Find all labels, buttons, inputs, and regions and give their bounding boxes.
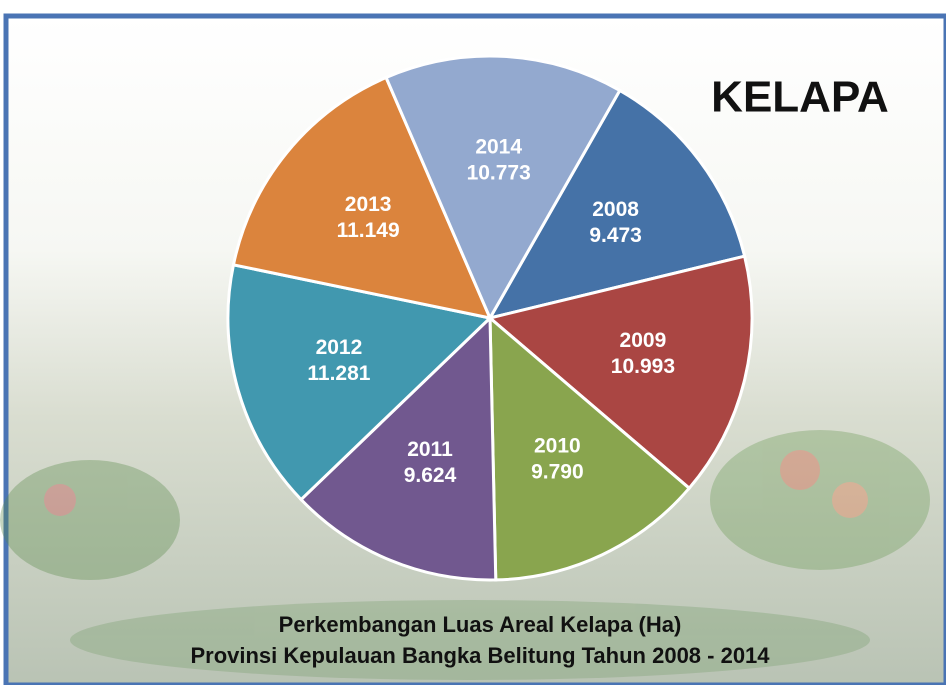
pie-slice: [488, 314, 692, 582]
slice-category-label: 2009: [620, 329, 667, 352]
pie-slice: [231, 75, 493, 321]
slice-value-label: 10.773: [467, 162, 531, 185]
caption-line: Provinsi Kepulauan Bangka Belitung Tahun…: [190, 643, 770, 668]
pie-slice: [486, 254, 754, 491]
chart-title: KELAPA: [711, 73, 889, 122]
pie-slice: [226, 263, 494, 502]
slice-value-label: 9.473: [589, 224, 642, 247]
pie: 2008 9.473 2009 10.993 2010 9.790 2011 9.624 201…: [226, 54, 754, 582]
slice-category-label: 2010: [534, 435, 581, 458]
slice-category-label: 2012: [316, 336, 363, 359]
slice-value-label: 11.149: [337, 219, 400, 242]
slice-value-label: 9.624: [404, 464, 457, 487]
pie-slice: [384, 54, 622, 322]
slice-category-label: 2008: [592, 198, 639, 221]
slice-category-label: 2013: [345, 193, 392, 216]
pie-slice: [298, 314, 498, 582]
slice-value-label: 11.281: [307, 362, 370, 385]
caption-line: Perkembangan Luas Areal Kelapa (Ha): [279, 612, 682, 637]
slice-category-label: 2011: [407, 438, 453, 461]
slice-value-label: 9.790: [531, 461, 584, 484]
slice-category-label: 2014: [475, 136, 522, 159]
pie-slice: [486, 88, 747, 321]
background-foliage: [0, 430, 930, 680]
slice-value-label: 10.993: [611, 355, 675, 378]
